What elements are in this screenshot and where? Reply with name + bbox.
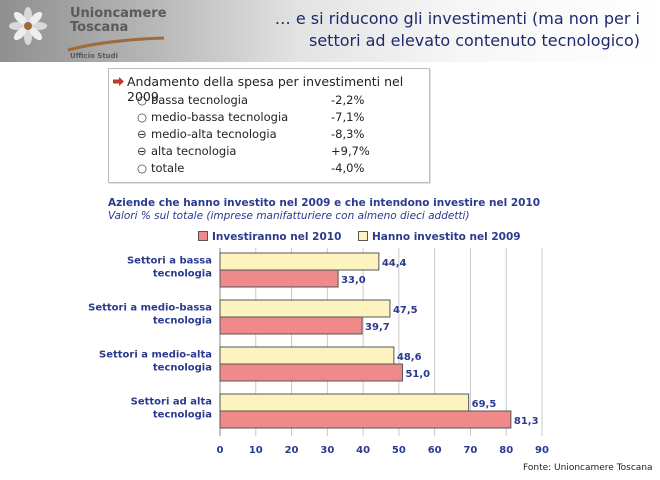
x-tick-label: 80 [499, 445, 513, 456]
slide-title: … e si riducono gli investimenti (ma non… [274, 9, 640, 50]
category-label: Settori a medio-alta tecnologia [99, 350, 212, 374]
x-tick-label: 40 [356, 445, 370, 456]
row-value: -2,2% [331, 93, 365, 107]
infobox-row: ⊖ medio-alta tecnologia [137, 127, 277, 141]
legend-label-2010: Investiranno nel 2010 [212, 231, 342, 243]
source-note: Fonte: Unioncamere Toscana [523, 463, 653, 473]
chart-subtitle: Valori % sul totale (imprese manifatturi… [108, 210, 470, 222]
data-label-2009: 47,5 [393, 305, 418, 316]
legend-label-2009: Hanno investito nel 2009 [372, 231, 521, 243]
data-label-2010: 51,0 [405, 369, 430, 380]
legend-item-2009: Hanno investito nel 2009 [358, 231, 521, 243]
legend-swatch-2010 [198, 231, 208, 241]
data-label-2010: 81,3 [514, 416, 539, 427]
category-label: Settori a bassa tecnologia [127, 256, 212, 280]
row-label: alta tecnologia [151, 144, 237, 158]
bar-2009 [219, 346, 395, 365]
circle-bullet-icon: ○ [137, 161, 148, 175]
row-label: medio-bassa tecnologia [151, 110, 289, 124]
logo-name: Unioncamere Toscana [70, 6, 167, 35]
minus-circle-bullet-icon: ⊖ [137, 144, 147, 158]
data-label-2010: 39,7 [365, 322, 390, 333]
logo-swoosh-icon [67, 36, 165, 52]
data-label-2010: 33,0 [341, 275, 366, 286]
row-label: totale [151, 161, 185, 175]
x-tick-label: 20 [285, 445, 299, 456]
infobox-row: ○ medio-bassa tecnologia [137, 110, 288, 124]
unioncamere-logo-icon [9, 7, 47, 45]
x-tick-label: 10 [249, 445, 263, 456]
bar-2009 [219, 299, 391, 318]
infobox-row: ⊖ alta tecnologia [137, 144, 236, 158]
data-label-2009: 48,6 [397, 352, 422, 363]
bar-2010 [219, 269, 339, 288]
circle-bullet-icon: ○ [137, 93, 148, 107]
circle-bullet-icon: ○ [137, 110, 148, 124]
infobox-row: ○ bassa tecnologia [137, 93, 248, 107]
x-tick-label: 90 [535, 445, 549, 456]
x-tick-label: 70 [463, 445, 477, 456]
category-label: Settori a medio-bassa tecnologia [88, 303, 212, 327]
row-label: bassa tecnologia [151, 93, 249, 107]
row-value: -7,1% [331, 110, 365, 124]
legend-swatch-2009 [358, 231, 368, 241]
legend-item-2010: Investiranno nel 2010 [198, 231, 341, 243]
x-tick-label: 30 [320, 445, 334, 456]
x-tick-label: 60 [428, 445, 442, 456]
x-tick-label: 0 [217, 445, 224, 456]
logo-subtitle: Ufficio Studi [70, 52, 119, 60]
header-band: Unioncamere Toscana Ufficio Studi … e si… [0, 0, 660, 62]
infobox-title: Andamento della spesa per investimenti n… [127, 74, 404, 104]
row-value: -4,0% [331, 161, 365, 175]
infobox-row: ○ totale [137, 161, 184, 175]
bar-2009 [219, 252, 380, 271]
minus-circle-bullet-icon: ⊖ [137, 127, 147, 141]
bar-2010 [219, 316, 363, 335]
bar-2010 [219, 363, 403, 382]
row-value: -8,3% [331, 127, 365, 141]
chart-title: Aziende che hanno investito nel 2009 e c… [108, 197, 541, 209]
x-tick-label: 50 [392, 445, 406, 456]
row-label: medio-alta tecnologia [151, 127, 277, 141]
data-label-2009: 69,5 [472, 399, 497, 410]
data-label-2009: 44,4 [382, 258, 407, 269]
arrow-bullet-icon [113, 77, 124, 86]
bar-2009 [219, 393, 470, 412]
category-label: Settori ad alta tecnologia [131, 397, 212, 421]
bar-2010 [219, 410, 512, 429]
investment-trend-box: Andamento della spesa per investimenti n… [108, 68, 430, 183]
row-value: +9,7% [331, 144, 370, 158]
